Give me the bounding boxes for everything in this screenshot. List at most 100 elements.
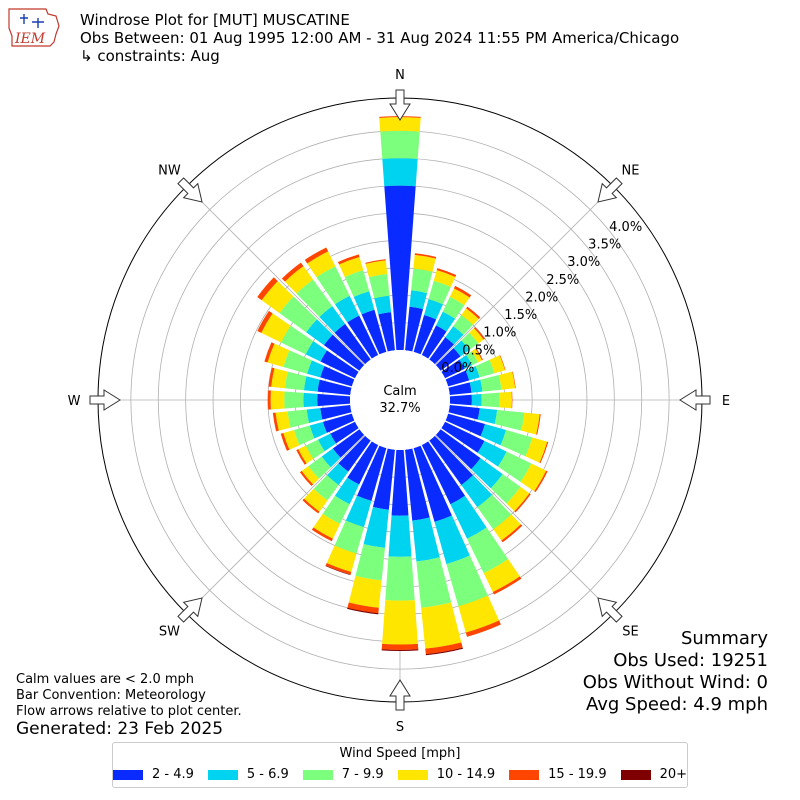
bar-segment	[480, 374, 502, 392]
bar-segment	[361, 309, 387, 355]
direction-label: NW	[158, 163, 181, 178]
bar-segment	[442, 296, 465, 319]
bar-segment	[378, 312, 395, 352]
bar-segment	[301, 466, 319, 485]
legend-swatch	[509, 769, 540, 780]
bar-segment	[391, 449, 409, 516]
bar-segment	[461, 332, 479, 350]
bar-segment	[492, 576, 522, 595]
bar-segment	[271, 368, 288, 389]
bar-segment	[316, 266, 350, 305]
bar-segment	[374, 295, 392, 315]
bar-segment	[425, 642, 463, 655]
legend-swatch	[112, 769, 143, 780]
bar-segment	[429, 337, 454, 365]
bar-segment	[388, 515, 412, 557]
bar-segment	[499, 391, 512, 409]
bar-segment	[309, 421, 327, 439]
bar-segment	[267, 343, 290, 367]
bar-segment	[283, 350, 312, 374]
bar-segment	[313, 475, 339, 501]
bar-segment	[305, 341, 327, 362]
bar-segment	[303, 376, 320, 392]
legend-item: 5 - 6.9	[207, 767, 289, 782]
bar-segment	[405, 448, 430, 521]
bar-segment	[284, 371, 307, 391]
bar-segment	[320, 350, 359, 379]
bar-segment	[436, 268, 457, 277]
bar-segment	[307, 251, 336, 278]
bar-segment	[347, 441, 379, 485]
bar-segment	[497, 451, 532, 482]
bar-segment	[284, 391, 304, 409]
direction-label: E	[722, 394, 730, 409]
flow-arrow-icon	[177, 177, 203, 203]
bar-segment	[317, 379, 352, 395]
bar-segment	[345, 495, 372, 528]
radial-tick-label: 2.0%	[525, 290, 558, 305]
legend-swatch	[620, 769, 651, 780]
direction-label: N	[395, 68, 405, 83]
legend-swatch	[397, 769, 428, 780]
bar-segment	[473, 326, 485, 340]
bar-segment	[475, 348, 483, 361]
bar-segment	[414, 253, 437, 259]
grid-spoke	[435, 186, 614, 365]
legend: Wind Speed [mph] 2 - 4.9 5 - 6.9 7 - 9.9 10…	[112, 742, 688, 788]
bar-segment	[477, 408, 498, 424]
bar-segment	[308, 456, 331, 479]
flow-arrow-icon	[597, 177, 623, 203]
legend-label: 10 - 14.9	[436, 767, 496, 782]
bar-segment	[449, 394, 472, 406]
direction-label: W	[68, 394, 81, 409]
bar-segment	[477, 440, 507, 467]
bar-segment	[413, 445, 452, 522]
flow-arrow-icon	[389, 89, 411, 121]
note-bar-convention: Bar Convention: Meteorology	[16, 688, 206, 703]
bar-segment	[461, 308, 479, 325]
bar-segment	[357, 445, 387, 501]
bar-segment	[424, 299, 443, 320]
windrose-bars	[257, 116, 549, 656]
bar-segment	[481, 392, 500, 408]
bar-segment	[372, 448, 395, 510]
bar-segment	[425, 647, 463, 656]
bar-segment	[287, 409, 310, 428]
iem-logo: IEM	[8, 8, 60, 47]
bar-segment	[459, 354, 473, 369]
bar-segment	[347, 602, 379, 614]
bar-segment	[441, 359, 465, 379]
bar-segment	[483, 559, 520, 592]
bar-segment	[325, 565, 351, 576]
bar-segment	[490, 474, 521, 504]
bar-segment	[365, 259, 386, 264]
bar-segment	[416, 557, 452, 608]
bar-segment	[445, 370, 470, 387]
grid-spoke	[186, 435, 365, 614]
direction-labels: N NE E SE S SW W NW	[68, 68, 731, 735]
bar-segment	[435, 347, 461, 371]
grid-spoke	[435, 435, 614, 614]
bar-segment	[458, 595, 500, 633]
bar-segment	[299, 470, 314, 487]
bar-segment	[506, 486, 530, 512]
bar-segment	[448, 382, 472, 395]
bar-segment	[433, 270, 456, 287]
bar-segment	[347, 315, 379, 359]
bar-segment	[512, 371, 516, 389]
bar-segment	[307, 360, 325, 378]
legend-label: 5 - 6.9	[246, 767, 289, 782]
direction-label: NE	[622, 163, 640, 178]
legend-item: 10 - 14.9	[397, 767, 496, 782]
bar-segment	[536, 414, 541, 435]
bar-segment	[326, 545, 357, 572]
bar-segment	[445, 326, 464, 345]
bar-segment	[453, 315, 474, 335]
logo-text: IEM	[14, 31, 46, 47]
bar-segment	[339, 257, 364, 277]
bar-segment	[534, 470, 548, 493]
bar-segment	[257, 277, 278, 301]
bar-segment	[267, 390, 271, 410]
bar-segment	[270, 390, 285, 410]
legend-item: 7 - 9.9	[302, 767, 384, 782]
